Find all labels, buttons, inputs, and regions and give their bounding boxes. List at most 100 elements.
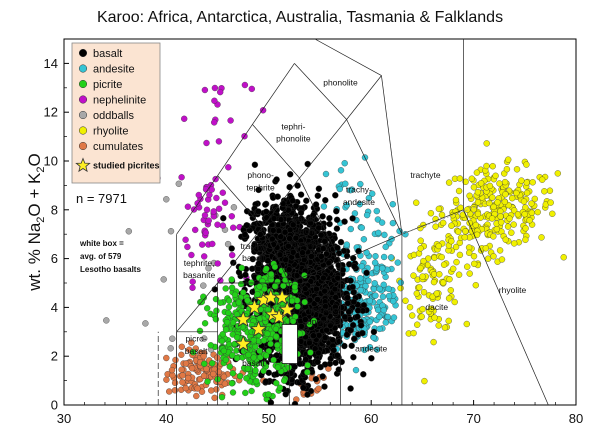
data-point	[263, 214, 270, 221]
data-point	[273, 379, 280, 387]
data-point	[362, 282, 369, 290]
data-point	[163, 354, 170, 362]
legend-marker	[78, 64, 88, 73]
x-tick-label: 80	[569, 411, 583, 426]
data-point	[345, 308, 352, 316]
data-point	[528, 209, 535, 216]
data-point	[560, 254, 567, 261]
data-point	[201, 86, 209, 94]
data-point	[163, 376, 170, 383]
data-point	[402, 297, 409, 304]
data-point	[211, 286, 218, 293]
data-point	[219, 222, 227, 229]
data-point	[349, 215, 356, 222]
data-point	[192, 226, 199, 234]
data-point	[201, 212, 209, 219]
y-tick-label: 0	[51, 398, 58, 413]
data-point	[420, 289, 428, 296]
data-point	[466, 192, 473, 199]
data-point	[262, 201, 269, 208]
data-point	[461, 234, 468, 241]
data-point	[333, 216, 341, 223]
data-point	[390, 298, 397, 305]
data-point	[193, 392, 200, 400]
field-label: tephri-	[281, 121, 305, 131]
data-point	[417, 245, 424, 252]
data-point	[178, 351, 185, 358]
data-point	[482, 245, 489, 252]
data-point	[445, 179, 453, 186]
x-tick-label: 50	[262, 411, 276, 426]
data-point	[226, 363, 233, 370]
field-label: andesite	[292, 238, 324, 248]
data-point	[203, 206, 211, 213]
data-point	[445, 317, 452, 325]
data-point	[418, 313, 425, 320]
data-point	[351, 263, 358, 270]
data-point	[528, 200, 535, 207]
field-label: basalt	[242, 358, 265, 368]
data-point	[320, 203, 328, 210]
data-point	[381, 231, 388, 239]
field-label: basaltic	[293, 214, 323, 224]
data-point	[263, 265, 270, 272]
data-point	[347, 187, 354, 194]
data-point	[347, 385, 354, 392]
data-point	[312, 201, 320, 208]
data-point	[347, 225, 354, 233]
data-point	[281, 377, 288, 384]
legend: basalt andesite picrite nephelinite oddballs…	[71, 42, 161, 184]
data-point	[417, 237, 424, 244]
data-point	[254, 291, 261, 298]
data-point	[252, 367, 259, 374]
data-point	[462, 228, 469, 235]
field-label: trachy-	[295, 226, 321, 236]
data-point	[350, 298, 357, 306]
data-point	[501, 178, 509, 186]
data-point	[341, 160, 348, 167]
data-point	[332, 359, 339, 366]
x-tick-label: 40	[159, 411, 173, 426]
data-point	[414, 321, 421, 328]
data-point	[513, 166, 521, 173]
data-point	[172, 356, 179, 364]
data-point	[534, 208, 541, 216]
data-point	[201, 253, 208, 260]
data-point	[315, 349, 322, 357]
field-label: trachy-	[240, 241, 266, 251]
data-point	[472, 282, 479, 289]
data-point	[167, 345, 174, 352]
x-tick-label: 30	[57, 411, 71, 426]
data-point	[200, 372, 208, 379]
data-point	[225, 303, 233, 311]
data-point	[430, 338, 437, 346]
data-point	[522, 225, 529, 232]
data-point	[286, 266, 293, 273]
data-point	[218, 337, 226, 345]
data-point	[419, 273, 426, 280]
field-label: phono-	[247, 170, 274, 180]
data-point	[259, 278, 266, 285]
data-point	[310, 332, 317, 339]
data-point	[331, 285, 339, 293]
data-point	[214, 221, 221, 228]
data-point	[496, 180, 503, 187]
data-point	[360, 302, 368, 309]
data-point	[179, 372, 186, 379]
data-point	[350, 289, 357, 296]
data-point	[523, 161, 530, 168]
data-point	[483, 140, 490, 147]
data-point	[372, 253, 379, 260]
data-point	[365, 277, 372, 284]
data-point	[233, 354, 241, 362]
data-point	[263, 208, 270, 215]
data-point	[441, 324, 449, 331]
data-point	[390, 314, 398, 321]
field-label: trachy-	[346, 185, 372, 195]
data-point	[201, 335, 208, 342]
data-point	[265, 369, 272, 376]
data-point	[343, 202, 351, 209]
data-point	[209, 360, 216, 367]
data-point	[336, 338, 343, 345]
data-point	[211, 119, 218, 126]
